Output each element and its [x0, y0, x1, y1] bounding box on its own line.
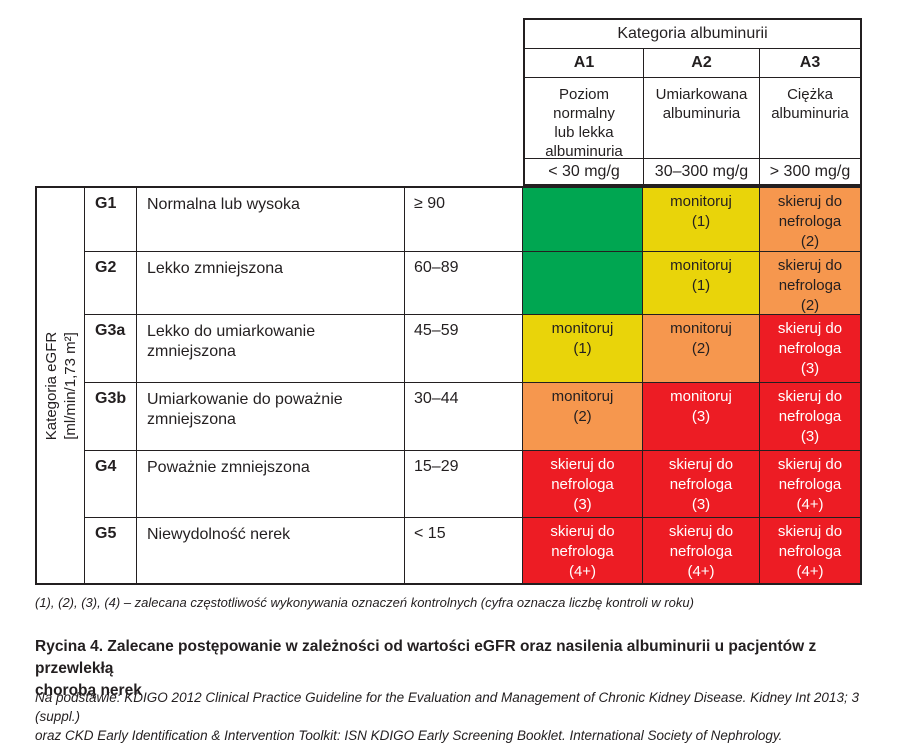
risk-cell-g5-a1: skieruj do nefrologa (4+) — [523, 518, 642, 583]
row-range-g3a: 45–59 — [405, 315, 522, 382]
risk-cell-g1-a2: monitoruj (1) — [643, 188, 759, 251]
row-code-g3b: G3b — [85, 383, 136, 450]
egfr-axis-cell: Kategoria eGFR [ml/min/1,73 m²] — [37, 188, 84, 583]
risk-cell-g2-a2: monitoruj (1) — [643, 252, 759, 314]
row-code-g3a: G3a — [85, 315, 136, 382]
risk-cell-g2-a1 — [523, 252, 642, 314]
albuminuria-range-a1: < 30 mg/g — [525, 159, 643, 184]
risk-cell-g1-a3: skieruj do nefrologa (2) — [760, 188, 860, 251]
risk-cell-g3a-a3: skieruj do nefrologa (3) — [760, 315, 860, 382]
risk-cell-g3a-a2: monitoruj (2) — [643, 315, 759, 382]
risk-cell-g4-a2: skieruj do nefrologa (3) — [643, 451, 759, 517]
source-citation: Na podstawie: KDIGO 2012 Clinical Practi… — [35, 690, 859, 743]
risk-cell-g3a-a1: monitoruj (1) — [523, 315, 642, 382]
albuminuria-code-a1: A1 — [525, 49, 643, 77]
row-code-g1: G1 — [85, 188, 136, 251]
albuminuria-range-a3: > 300 mg/g — [760, 159, 860, 184]
albuminuria-desc-a3: Ciężka albuminuria — [760, 78, 860, 158]
row-code-g4: G4 — [85, 451, 136, 517]
albuminuria-desc-a2: Umiarkowana albuminuria — [644, 78, 759, 158]
albuminuria-range-a2: 30–300 mg/g — [644, 159, 759, 184]
frequency-footnote: (1), (2), (3), (4) – zalecana częstotliw… — [35, 595, 694, 610]
row-desc-g3a: Lekko do umiarkowanie zmniejszona — [137, 315, 404, 382]
row-desc-g5: Niewydolność nerek — [137, 518, 404, 583]
row-range-g2: 60–89 — [405, 252, 522, 314]
row-range-g1: ≥ 90 — [405, 188, 522, 251]
row-range-g4: 15–29 — [405, 451, 522, 517]
row-desc-g2: Lekko zmniejszona — [137, 252, 404, 314]
egfr-risk-matrix-table: Kategoria eGFR [ml/min/1,73 m²] G1 Norma… — [35, 186, 862, 585]
albuminuria-code-a3: A3 — [760, 49, 860, 77]
row-desc-g1: Normalna lub wysoka — [137, 188, 404, 251]
risk-cell-g1-a1 — [523, 188, 642, 251]
risk-cell-g3b-a2: monitoruj (3) — [643, 383, 759, 450]
row-range-g5: < 15 — [405, 518, 522, 583]
risk-cell-g5-a3: skieruj do nefrologa (4+) — [760, 518, 860, 583]
risk-cell-g4-a3: skieruj do nefrologa (4+) — [760, 451, 860, 517]
figure-caption: Rycina 4. Zalecane postępowanie w zależn… — [35, 638, 817, 699]
row-desc-g4: Poważnie zmniejszona — [137, 451, 404, 517]
albuminuria-category-title: Kategoria albuminurii — [525, 20, 860, 48]
albuminuria-header-table: Kategoria albuminurii A1 A2 A3 Poziom no… — [523, 18, 862, 186]
risk-cell-g2-a3: skieruj do nefrologa (2) — [760, 252, 860, 314]
risk-cell-g4-a1: skieruj do nefrologa (3) — [523, 451, 642, 517]
row-desc-g3b: Umiarkowanie do poważnie zmniejszona — [137, 383, 404, 450]
risk-cell-g3b-a1: monitoruj (2) — [523, 383, 642, 450]
row-range-g3b: 30–44 — [405, 383, 522, 450]
risk-cell-g3b-a3: skieruj do nefrologa (3) — [760, 383, 860, 450]
row-code-g5: G5 — [85, 518, 136, 583]
albuminuria-desc-a1: Poziom normalny lub lekka albuminuria — [525, 78, 643, 160]
risk-cell-g5-a2: skieruj do nefrologa (4+) — [643, 518, 759, 583]
row-code-g2: G2 — [85, 252, 136, 314]
albuminuria-code-a2: A2 — [644, 49, 759, 77]
egfr-axis-label: Kategoria eGFR [ml/min/1,73 m²] — [42, 331, 79, 440]
